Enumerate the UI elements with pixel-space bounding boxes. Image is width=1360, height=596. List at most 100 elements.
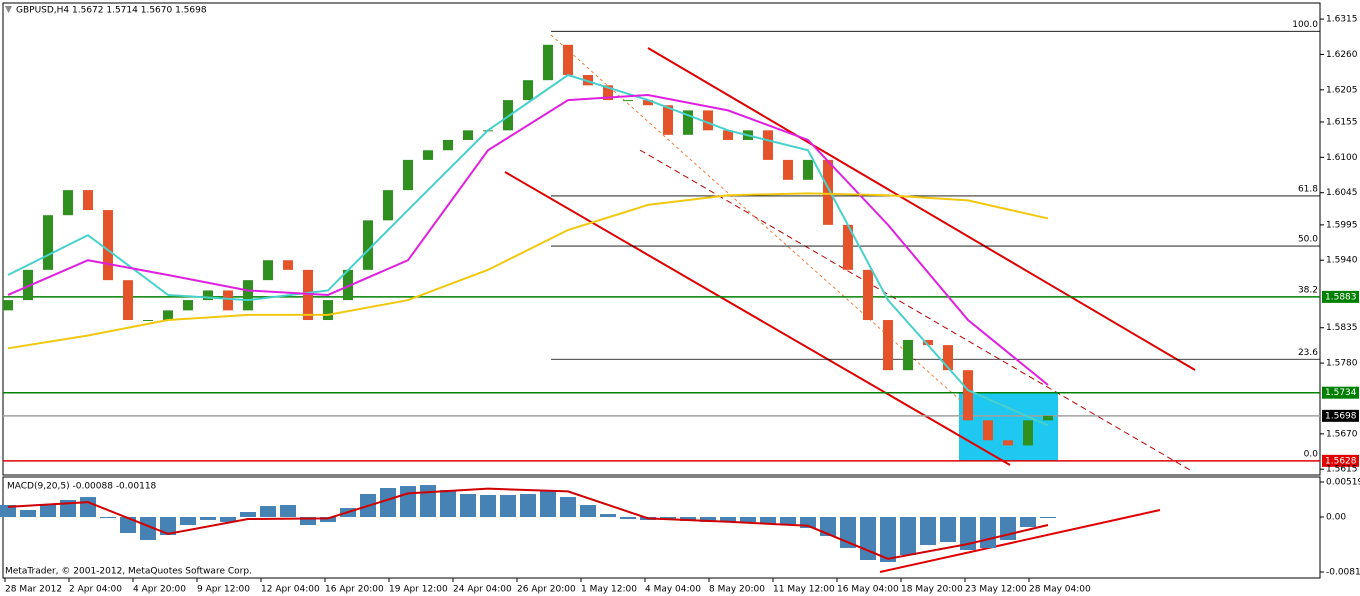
- x-tick-label: 4 May 04:00: [645, 585, 701, 595]
- level-label: 1.5883: [1325, 292, 1357, 302]
- level-label-box: [1322, 386, 1359, 399]
- candle: [683, 110, 693, 135]
- y-tick-label: -0.00815: [1326, 567, 1360, 577]
- macd-bar: [260, 506, 276, 518]
- candle: [503, 100, 513, 131]
- candle: [303, 269, 313, 321]
- candle: [843, 224, 853, 270]
- candle: [703, 110, 713, 131]
- candle: [523, 80, 533, 101]
- candle: [123, 280, 133, 321]
- x-tick-label: 9 Apr 12:00: [197, 585, 250, 595]
- macd-bar: [300, 517, 316, 526]
- candle: [163, 310, 173, 321]
- macd-bar: [100, 517, 116, 519]
- macd-bar: [920, 517, 936, 546]
- candle: [583, 75, 593, 86]
- macd-bar: [1040, 517, 1056, 519]
- x-tick-label: 12 Apr 04:00: [261, 585, 320, 595]
- x-tick-label: 11 May 12:00: [773, 585, 835, 595]
- candle: [343, 269, 353, 301]
- macd-bar: [560, 497, 576, 518]
- fib-label: 23.6: [1298, 348, 1318, 358]
- macd-bar: [580, 504, 596, 518]
- candle: [963, 370, 973, 421]
- macd-bar: [80, 497, 96, 518]
- macd-trend-line: [879, 509, 1161, 573]
- macd-bar: [900, 517, 916, 555]
- level-label-box: [1322, 454, 1359, 467]
- macd-bar: [480, 495, 496, 518]
- x-tick-label: 18 May 20:00: [901, 585, 963, 595]
- macd-bar: [740, 517, 756, 523]
- candle: [63, 190, 73, 216]
- fib-label: 0.0: [1304, 449, 1319, 459]
- x-tick-label: 2 Apr 04:00: [69, 585, 122, 595]
- macd-bar: [220, 517, 236, 523]
- y-tick-label: 1.5780: [1326, 359, 1358, 369]
- macd-bar: [180, 517, 196, 526]
- macd-bar: [500, 495, 516, 518]
- y-tick-label: 1.5995: [1326, 220, 1358, 230]
- macd-bar: [600, 514, 616, 518]
- y-tick-label: 1.6260: [1326, 50, 1358, 60]
- macd-bar: [0, 504, 16, 518]
- x-tick-label: 24 Apr 04:00: [453, 585, 512, 595]
- macd-bar: [140, 517, 156, 541]
- candle: [463, 130, 473, 140]
- x-tick-label: 26 Apr 20:00: [517, 585, 576, 595]
- macd-bar: [460, 494, 476, 518]
- y-tick-label: 1.6045: [1326, 188, 1358, 198]
- candle: [283, 260, 293, 270]
- macd-bar: [980, 517, 996, 548]
- candle: [883, 320, 893, 371]
- macd-bar: [880, 517, 896, 563]
- fib-label: 50.0: [1298, 235, 1318, 245]
- candle: [823, 159, 833, 225]
- moving-average: [7, 192, 1049, 350]
- candle: [903, 339, 913, 371]
- x-tick-label: 19 Apr 12:00: [389, 585, 448, 595]
- x-tick-label: 28 May 04:00: [1029, 585, 1091, 595]
- symbol-line: GBPUSD,H4 1.5672 1.5714 1.5670 1.5698: [16, 6, 207, 16]
- candle: [23, 269, 33, 301]
- y-tick-label: 1.5670: [1326, 429, 1358, 439]
- candle: [203, 290, 213, 301]
- x-tick-label: 23 May 12:00: [965, 585, 1027, 595]
- macd-bar: [680, 517, 696, 521]
- candle: [83, 190, 93, 211]
- x-tick-label: 28 Mar 2012: [5, 585, 62, 595]
- macd-bar: [760, 517, 776, 525]
- candle: [423, 150, 433, 160]
- candle: [1003, 440, 1013, 446]
- moving-average: [7, 93, 1049, 386]
- level-label: 1.5698: [1325, 411, 1357, 421]
- macd-bar: [280, 504, 296, 518]
- candle: [1023, 420, 1033, 446]
- candle: [983, 420, 993, 441]
- level-label: 1.5734: [1325, 388, 1357, 398]
- macd-bar: [960, 517, 976, 551]
- candle: [723, 130, 733, 140]
- x-tick-label: 16 May 04:00: [837, 585, 899, 595]
- y-tick-label: 1.6205: [1326, 85, 1358, 95]
- candle: [143, 320, 153, 322]
- candle: [603, 85, 613, 101]
- trend-line: [647, 47, 1196, 371]
- candle: [243, 280, 253, 311]
- price-panel: [2, 2, 1321, 476]
- plot-layer: 100.0 61.8 50.0 38.2 23.6 0.0 1.5883 1.5734 1.56…: [0, 15, 1360, 595]
- macd-bar: [520, 494, 536, 518]
- candle: [863, 269, 873, 321]
- candle: [763, 130, 773, 160]
- candle: [1043, 415, 1053, 421]
- y-tick-label: 1.5835: [1326, 323, 1358, 333]
- level-label-box: [1322, 409, 1359, 422]
- candle: [663, 105, 673, 135]
- candle: [223, 290, 233, 311]
- candle: [323, 300, 333, 321]
- candle: [383, 190, 393, 221]
- y-tick-label: 1.6155: [1326, 117, 1358, 127]
- candle: [263, 260, 273, 281]
